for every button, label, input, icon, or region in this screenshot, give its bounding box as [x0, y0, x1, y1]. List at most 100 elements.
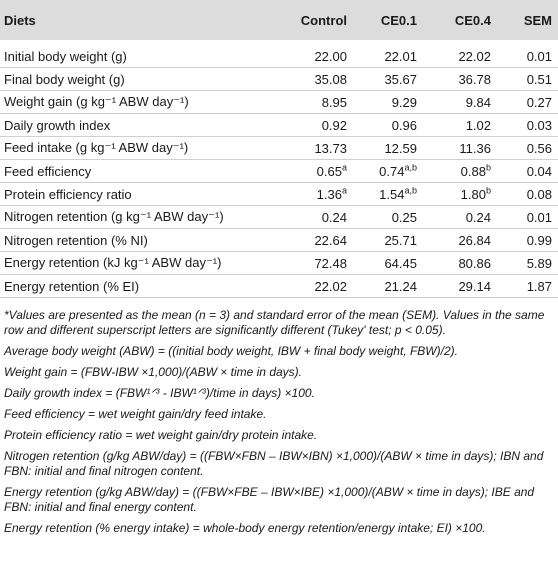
cell-ce01: 0.25 — [353, 205, 423, 229]
cell-value: 0.01 — [526, 209, 552, 225]
cell-value: 11.36 — [459, 140, 491, 156]
cell-value: 0.51 — [526, 71, 552, 87]
cell-control: 22.00 — [278, 40, 353, 68]
cell-ce01: 64.45 — [353, 251, 423, 275]
significance-superscript: a,b — [404, 185, 417, 196]
significance-superscript: a,b — [404, 162, 417, 173]
cell-value: 1.54 — [379, 186, 405, 202]
header-control: Control — [278, 0, 353, 40]
row-label: Final body weight (g) — [0, 67, 278, 91]
cell-value: 22.02 — [314, 278, 347, 294]
cell-control: 1.36a — [278, 182, 353, 206]
cell-value: 0.96 — [391, 117, 417, 133]
cell-value: 35.67 — [384, 71, 417, 87]
cell-sem: 0.03 — [497, 113, 558, 137]
cell-ce04: 29.14 — [423, 274, 497, 298]
cell-value: 0.24 — [321, 209, 347, 225]
cell-value: 1.87 — [526, 278, 552, 294]
cell-value: 0.65 — [316, 163, 342, 179]
cell-value: 0.25 — [391, 209, 417, 225]
cell-ce01: 22.01 — [353, 40, 423, 68]
cell-value: 22.02 — [458, 48, 491, 64]
cell-ce01: 25.71 — [353, 228, 423, 252]
header-row: Diets Control CE0.1 CE0.4 SEM — [0, 0, 558, 40]
cell-ce04: 1.80b — [423, 182, 497, 206]
cell-ce04: 22.02 — [423, 40, 497, 68]
footnote: Feed efficiency = wet weight gain/dry fe… — [4, 407, 267, 421]
row-label: Daily growth index — [0, 113, 278, 137]
cell-value: 12.59 — [384, 140, 417, 156]
cell-sem: 0.01 — [497, 205, 558, 229]
cell-ce01: 9.29 — [353, 90, 423, 114]
cell-value: 0.01 — [526, 48, 552, 64]
table-row: Daily growth index 0.92 0.96 1.02 0.03 — [0, 113, 558, 137]
cell-value: 64.45 — [384, 255, 417, 271]
row-label: Energy retention (kJ kg⁻¹ ABW day⁻¹) — [0, 251, 278, 275]
cell-sem: 0.99 — [497, 228, 558, 252]
cell-ce01: 0.96 — [353, 113, 423, 137]
row-label: Protein efficiency ratio — [0, 182, 278, 206]
cell-sem: 5.89 — [497, 251, 558, 275]
cell-value: 5.89 — [526, 255, 552, 271]
cell-control: 8.95 — [278, 90, 353, 114]
cell-ce04: 26.84 — [423, 228, 497, 252]
header-ce04: CE0.4 — [423, 0, 497, 40]
cell-value: 0.74 — [379, 163, 405, 179]
table-row: Feed intake (g kg⁻¹ ABW day⁻¹) 13.73 12.59… — [0, 136, 558, 160]
cell-sem: 0.51 — [497, 67, 558, 91]
cell-ce04: 0.24 — [423, 205, 497, 229]
row-label: Nitrogen retention (% NI) — [0, 228, 278, 252]
cell-control: 0.92 — [278, 113, 353, 137]
cell-control: 22.02 — [278, 274, 353, 298]
cell-sem: 1.87 — [497, 274, 558, 298]
footnote: Energy retention (g/kg ABW/day) = ((FBW×… — [4, 485, 535, 514]
footnote: Weight gain = (FBW-IBW ×1,000)/(ABW × ti… — [4, 365, 302, 379]
cell-ce01: 21.24 — [353, 274, 423, 298]
cell-value: 36.78 — [458, 71, 491, 87]
row-label: Weight gain (g kg⁻¹ ABW day⁻¹) — [0, 90, 278, 114]
significance-superscript: a — [341, 162, 347, 173]
cell-value: 26.84 — [458, 232, 491, 248]
cell-sem: 0.08 — [497, 182, 558, 206]
cell-ce04: 1.02 — [423, 113, 497, 137]
table-row: Protein efficiency ratio 1.36a 1.54a,b 1.80… — [0, 182, 558, 206]
cell-control: 0.65a — [278, 159, 353, 183]
cell-ce04: 11.36 — [423, 136, 497, 160]
cell-sem: 0.27 — [497, 90, 558, 114]
cell-ce01: 0.74a,b — [353, 159, 423, 183]
cell-control: 13.73 — [278, 136, 353, 160]
cell-value: 0.03 — [526, 117, 552, 133]
significance-superscript: a — [341, 185, 347, 196]
cell-value: 22.00 — [314, 48, 347, 64]
results-table: Diets Control CE0.1 CE0.4 SEM Initial bo… — [0, 0, 558, 298]
cell-ce04: 80.86 — [423, 251, 497, 275]
cell-ce04: 0.88b — [423, 159, 497, 183]
table-row: Weight gain (g kg⁻¹ ABW day⁻¹) 8.95 9.29 9.… — [0, 90, 558, 114]
table-footnotes: *Values are presented as the mean (n = 3… — [0, 308, 558, 536]
cell-ce04: 9.84 — [423, 90, 497, 114]
cell-ce04: 36.78 — [423, 67, 497, 91]
cell-value: 22.64 — [314, 232, 347, 248]
cell-value: 29.14 — [458, 278, 491, 294]
cell-value: 21.24 — [384, 278, 417, 294]
cell-value: 1.80 — [460, 186, 486, 202]
cell-value: 0.88 — [460, 163, 486, 179]
cell-value: 0.04 — [526, 163, 552, 179]
cell-value: 0.08 — [526, 186, 552, 202]
cell-value: 25.71 — [384, 232, 417, 248]
cell-value: 9.84 — [465, 94, 491, 110]
cell-value: 0.27 — [526, 94, 552, 110]
table-row: Nitrogen retention (% NI) 22.64 25.71 26.84… — [0, 228, 558, 252]
footnote: *Values are presented as the mean (n = 3… — [4, 308, 545, 337]
cell-ce01: 35.67 — [353, 67, 423, 91]
significance-superscript: b — [485, 185, 491, 196]
cell-ce01: 12.59 — [353, 136, 423, 160]
cell-sem: 0.01 — [497, 40, 558, 68]
footnote: Energy retention (% energy intake) = who… — [4, 521, 486, 535]
row-label: Nitrogen retention (g kg⁻¹ ABW day⁻¹) — [0, 205, 278, 229]
cell-value: 0.56 — [526, 140, 552, 156]
row-label: Initial body weight (g) — [0, 40, 278, 68]
table-row: Nitrogen retention (g kg⁻¹ ABW day⁻¹) 0.2… — [0, 205, 558, 229]
footnote: Nitrogen retention (g/kg ABW/day) = ((FB… — [4, 449, 544, 478]
cell-value: 22.01 — [384, 48, 417, 64]
